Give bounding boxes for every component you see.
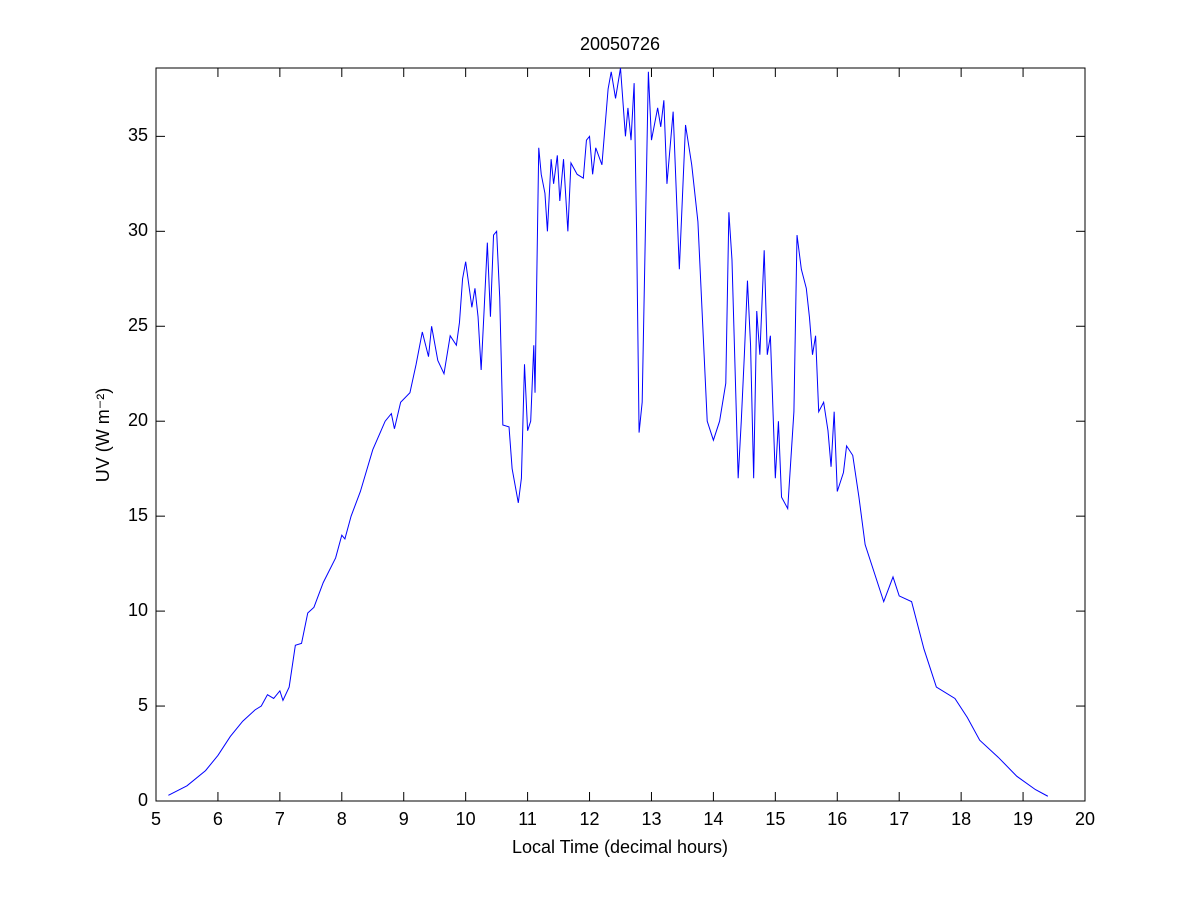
x-tick-label: 13 [641, 809, 661, 829]
y-tick-label: 5 [138, 695, 148, 715]
x-tick-label: 10 [456, 809, 476, 829]
x-tick-label: 8 [337, 809, 347, 829]
chart-title: 20050726 [580, 34, 660, 54]
data-line [168, 67, 1049, 797]
x-tick-label: 9 [399, 809, 409, 829]
x-tick-label: 14 [703, 809, 723, 829]
x-tick-label: 20 [1075, 809, 1095, 829]
x-tick-label: 15 [765, 809, 785, 829]
y-tick-label: 25 [128, 315, 148, 335]
x-axis-label: Local Time (decimal hours) [512, 837, 728, 857]
y-axis-label: UV (W m⁻²) [93, 388, 113, 482]
x-tick-label: 5 [151, 809, 161, 829]
x-tick-label: 12 [580, 809, 600, 829]
y-tick-label: 35 [128, 125, 148, 145]
x-tick-label: 16 [827, 809, 847, 829]
x-tick-label: 11 [518, 809, 537, 829]
y-tick-label: 30 [128, 220, 148, 240]
y-tick-label: 0 [138, 790, 148, 810]
y-tick-label: 10 [128, 600, 148, 620]
x-tick-label: 7 [275, 809, 285, 829]
x-tick-label: 18 [951, 809, 971, 829]
y-tick-label: 15 [128, 505, 148, 525]
x-tick-label: 19 [1013, 809, 1033, 829]
x-tick-label: 17 [889, 809, 909, 829]
y-tick-label: 20 [128, 410, 148, 430]
x-tick-label: 6 [213, 809, 223, 829]
